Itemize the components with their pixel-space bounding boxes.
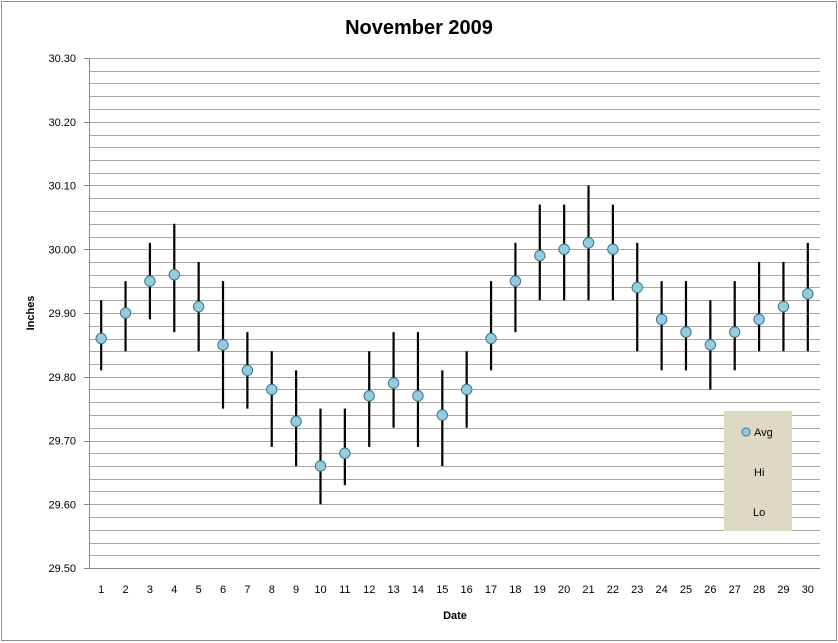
y-tick-label: 29.50	[48, 563, 76, 575]
x-tick-label: 22	[607, 584, 619, 596]
x-tick-labels: 1 2 3 4 5 6 7 8 9 10 11 12 13 14 15 16 17 18 19 20 21 22 23 24 2…	[98, 584, 814, 596]
x-tick-label: 18	[509, 584, 521, 596]
x-tick-label: 3	[147, 584, 153, 596]
hi-lo-lines	[100, 185, 809, 505]
x-tick-label: 4	[171, 584, 177, 596]
axes	[89, 58, 820, 569]
avg-point	[217, 339, 229, 351]
x-tick-label: 7	[244, 584, 250, 596]
avg-point	[509, 275, 522, 287]
avg-point	[266, 383, 278, 396]
x-tick-label: 30	[802, 584, 814, 596]
y-tick-label: 29.60	[48, 499, 76, 511]
x-tick-label: 28	[753, 584, 765, 596]
avg-point	[558, 243, 570, 255]
avg-point	[144, 275, 156, 287]
x-tick-label: 14	[412, 584, 424, 596]
x-tick-label: 21	[582, 584, 594, 596]
y-tick-label: 29.70	[48, 436, 76, 448]
x-tick-label: 17	[485, 584, 497, 596]
x-tick-label: 25	[680, 584, 692, 596]
y-tick-labels: 29.50 29.60 29.70 29.80 29.90 30.00 30.10 30.20…	[48, 53, 89, 575]
avg-point	[290, 415, 302, 428]
x-tick-label: 23	[631, 584, 643, 596]
avg-point	[363, 390, 375, 402]
x-tick-label: 2	[122, 584, 128, 596]
avg-point	[607, 243, 619, 255]
x-tick-label: 27	[729, 584, 741, 596]
avg-point	[241, 364, 254, 377]
legend: Avg Hi Lo	[724, 411, 792, 531]
x-tick-label: 9	[293, 584, 299, 596]
x-tick-label: 19	[534, 584, 546, 596]
x-tick-label: 26	[704, 584, 716, 596]
avg-point	[387, 377, 400, 389]
avg-point	[729, 326, 741, 338]
y-tick-label: 30.30	[48, 53, 76, 65]
avg-point	[631, 281, 643, 294]
legend-box	[724, 411, 792, 531]
y-tick-label: 29.90	[48, 308, 76, 320]
avg-point	[436, 409, 449, 421]
y-tick-label: 30.20	[48, 117, 76, 129]
x-tick-label: 1	[98, 584, 104, 596]
avg-point	[777, 300, 790, 313]
chart-title: November 2009	[345, 17, 493, 39]
avg-point	[314, 460, 327, 472]
y-tick-label: 29.80	[48, 372, 76, 384]
avg-point	[168, 269, 180, 281]
x-tick-label: 8	[269, 584, 275, 596]
avg-point	[192, 300, 205, 313]
avg-point	[680, 326, 692, 338]
x-tick-label: 13	[387, 584, 399, 596]
x-tick-label: 10	[314, 584, 326, 596]
avg-point	[339, 447, 351, 459]
avg-point	[655, 313, 668, 326]
avg-point	[95, 332, 107, 345]
y-tick-label: 30.00	[48, 244, 76, 256]
y-tick-label: 30.10	[48, 181, 76, 193]
legend-label-lo: Lo	[753, 507, 765, 519]
x-axis-label: Date	[443, 610, 467, 622]
legend-label-hi: Hi	[754, 467, 764, 479]
avg-point	[412, 390, 424, 402]
avg-point	[485, 332, 497, 345]
legend-label-avg: Avg	[754, 427, 773, 439]
x-tick-label: 24	[655, 584, 667, 596]
avg-point	[460, 383, 473, 396]
avg-point	[704, 339, 717, 351]
x-tick-label: 16	[461, 584, 473, 596]
x-tick-label: 11	[339, 584, 350, 596]
x-tick-label: 29	[777, 584, 789, 596]
avg-point	[534, 249, 546, 262]
avg-point	[119, 307, 132, 319]
avg-point	[582, 237, 595, 249]
x-tick-label: 20	[558, 584, 570, 596]
avg-point	[802, 288, 814, 300]
legend-avg-marker	[741, 427, 751, 437]
avg-points	[95, 237, 814, 472]
x-tick-label: 5	[196, 584, 202, 596]
x-tick-label: 15	[436, 584, 448, 596]
avg-point	[753, 313, 765, 326]
x-tick-label: 12	[363, 584, 375, 596]
x-tick-label: 6	[220, 584, 226, 596]
y-axis-label: Inches	[25, 296, 37, 331]
